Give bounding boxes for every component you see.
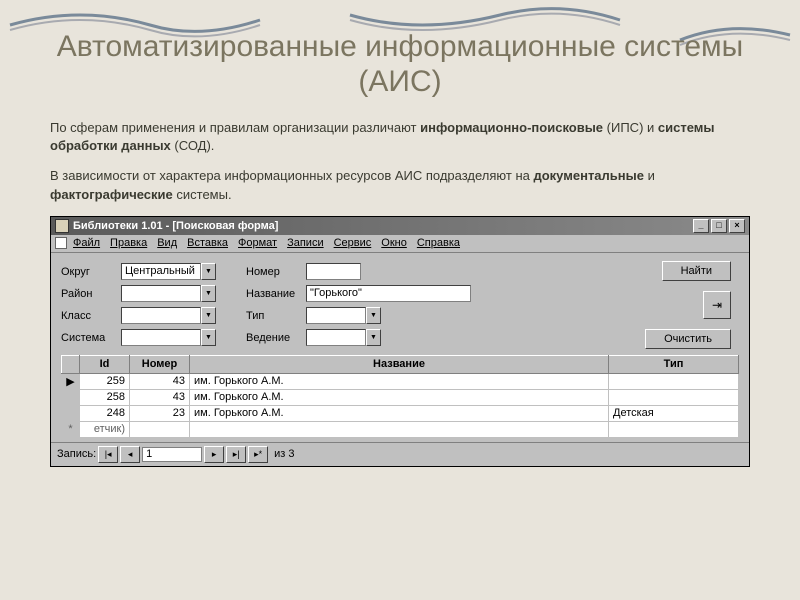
cell-type[interactable]: Детская <box>609 405 739 421</box>
menu-insert[interactable]: Вставка <box>187 237 228 249</box>
p2-text3: системы. <box>173 187 232 202</box>
cell-type[interactable] <box>609 373 739 389</box>
label-nomer: Номер <box>246 266 306 278</box>
col-selector <box>62 355 80 373</box>
nav-last-button[interactable]: ▸| <box>226 446 246 463</box>
row-marker: ▶ <box>62 373 80 389</box>
cell-name[interactable]: им. Горького А.М. <box>190 405 609 421</box>
tip-dropdown-icon[interactable]: ▼ <box>366 307 381 324</box>
field-sistema[interactable] <box>121 329 201 346</box>
table-row[interactable]: 258 43 им. Горького А.М. <box>62 389 739 405</box>
app-window: Библиотеки 1.01 - [Поисковая форма] _ □ … <box>50 216 750 467</box>
nav-next-button[interactable]: ▸ <box>204 446 224 463</box>
label-okrug: Округ <box>61 266 121 278</box>
rayon-dropdown-icon[interactable]: ▼ <box>201 285 216 302</box>
col-nomer[interactable]: Номер <box>130 355 190 373</box>
new-record-row[interactable]: * етчик) <box>62 421 739 437</box>
label-vedenie: Ведение <box>246 332 306 344</box>
cell-type[interactable] <box>609 389 739 405</box>
field-tip[interactable] <box>306 307 366 324</box>
klass-dropdown-icon[interactable]: ▼ <box>201 307 216 324</box>
exit-icon: ⇥ <box>712 298 722 312</box>
results-grid[interactable]: Id Номер Название Тип ▶ 259 43 им. Горьк… <box>61 355 739 438</box>
label-sistema: Система <box>61 332 121 344</box>
label-nazvanie: Название <box>246 288 306 300</box>
find-button[interactable]: Найти <box>662 261 731 281</box>
cell-nomer[interactable]: 23 <box>130 405 190 421</box>
menu-records[interactable]: Записи <box>287 237 324 249</box>
counter-cell: етчик) <box>80 421 130 437</box>
cell-name[interactable]: им. Горького А.М. <box>190 389 609 405</box>
col-type[interactable]: Тип <box>609 355 739 373</box>
titlebar[interactable]: Библиотеки 1.01 - [Поисковая форма] _ □ … <box>51 217 749 235</box>
row-marker: * <box>62 421 80 437</box>
row-marker <box>62 405 80 421</box>
cell-id[interactable]: 258 <box>80 389 130 405</box>
okrug-dropdown-icon[interactable]: ▼ <box>201 263 216 280</box>
cell-nomer[interactable]: 43 <box>130 373 190 389</box>
p1-bold1: информационно-поисковые <box>420 120 603 135</box>
menu-service[interactable]: Сервис <box>334 237 372 249</box>
search-form: Округ Центральный▼ Номер Район ▼ Названи… <box>51 253 749 355</box>
paragraph-2: В зависимости от характера информационны… <box>50 167 750 203</box>
menu-view[interactable]: Вид <box>157 237 177 249</box>
nav-first-button[interactable]: |◂ <box>98 446 118 463</box>
col-id[interactable]: Id <box>80 355 130 373</box>
menu-format[interactable]: Формат <box>238 237 277 249</box>
record-total: из 3 <box>274 448 294 460</box>
col-name[interactable]: Название <box>190 355 609 373</box>
field-okrug[interactable]: Центральный <box>121 263 201 280</box>
record-current[interactable]: 1 <box>142 447 202 462</box>
cell-name[interactable]: им. Горького А.М. <box>190 373 609 389</box>
label-tip: Тип <box>246 310 306 322</box>
nav-new-button[interactable]: ▸* <box>248 446 268 463</box>
clear-button[interactable]: Очистить <box>645 329 731 349</box>
menu-window[interactable]: Окно <box>381 237 407 249</box>
field-rayon[interactable] <box>121 285 201 302</box>
doc-icon <box>55 237 67 249</box>
close-button[interactable]: × <box>729 219 745 233</box>
p2-text: В зависимости от характера информационны… <box>50 168 533 183</box>
menu-file[interactable]: Файл <box>73 237 100 249</box>
p1-text2: (ИПС) и <box>603 120 658 135</box>
menu-help[interactable]: Справка <box>417 237 460 249</box>
field-nazvanie[interactable]: "Горького" <box>306 285 471 302</box>
field-vedenie[interactable] <box>306 329 366 346</box>
p2-text2: и <box>644 168 655 183</box>
paragraph-1: По сферам применения и правилам организа… <box>50 119 750 155</box>
cell-id[interactable]: 259 <box>80 373 130 389</box>
vedenie-dropdown-icon[interactable]: ▼ <box>366 329 381 346</box>
cell-id[interactable]: 248 <box>80 405 130 421</box>
menubar: Файл Правка Вид Вставка Формат Записи Се… <box>51 235 749 253</box>
app-icon <box>55 219 69 233</box>
table-row[interactable]: ▶ 259 43 им. Горького А.М. <box>62 373 739 389</box>
p1-text: По сферам применения и правилам организа… <box>50 120 420 135</box>
record-navigator: Запись: |◂ ◂ 1 ▸ ▸| ▸* из 3 <box>51 442 749 466</box>
p1-text3: (СОД). <box>171 138 215 153</box>
field-nomer[interactable] <box>306 263 361 280</box>
minimize-button[interactable]: _ <box>693 219 709 233</box>
window-title: Библиотеки 1.01 - [Поисковая форма] <box>73 220 278 232</box>
sistema-dropdown-icon[interactable]: ▼ <box>201 329 216 346</box>
maximize-button[interactable]: □ <box>711 219 727 233</box>
field-klass[interactable] <box>121 307 201 324</box>
slide-title: Автоматизированные информационные систем… <box>50 30 750 99</box>
cell-nomer[interactable]: 43 <box>130 389 190 405</box>
nav-prev-button[interactable]: ◂ <box>120 446 140 463</box>
menu-edit[interactable]: Правка <box>110 237 147 249</box>
exit-button[interactable]: ⇥ <box>703 291 731 319</box>
record-label: Запись: <box>57 448 96 460</box>
label-klass: Класс <box>61 310 121 322</box>
p2-bold1: документальные <box>533 168 644 183</box>
row-marker <box>62 389 80 405</box>
p2-bold2: фактографические <box>50 187 173 202</box>
table-row[interactable]: 248 23 им. Горького А.М. Детская <box>62 405 739 421</box>
label-rayon: Район <box>61 288 121 300</box>
